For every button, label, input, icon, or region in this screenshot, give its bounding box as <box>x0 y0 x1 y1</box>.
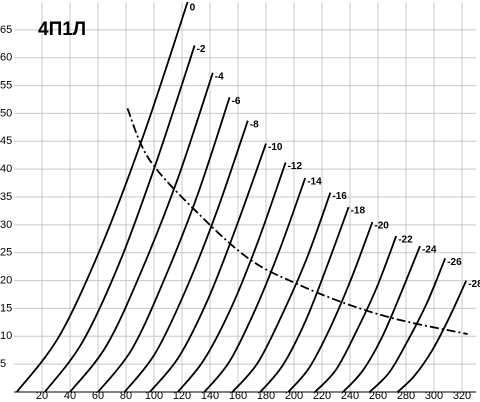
x-tick-label: 260 <box>369 390 387 402</box>
series-label: -12 <box>288 161 303 172</box>
y-tick-label: 35 <box>0 191 12 203</box>
x-tick-label: 320 <box>453 390 471 402</box>
x-tick-label: 60 <box>92 390 104 402</box>
x-tick-label: 20 <box>36 390 48 402</box>
y-tick-label: 15 <box>0 302 12 314</box>
x-tick-label: 300 <box>425 390 443 402</box>
series-label: -20 <box>374 221 389 232</box>
series-label: -24 <box>422 245 437 256</box>
y-tick-label: 10 <box>0 330 12 342</box>
series-label: -2 <box>197 44 206 55</box>
x-tick-label: 280 <box>397 390 415 402</box>
anode-curve <box>342 245 421 393</box>
x-tick-label: 200 <box>285 390 303 402</box>
series-label: -14 <box>307 177 322 188</box>
anode-curve <box>123 120 249 393</box>
y-tick-label: 20 <box>0 274 12 286</box>
y-tick-label: 45 <box>0 135 12 147</box>
x-tick-label: 40 <box>64 390 76 402</box>
anode-curve <box>287 221 374 393</box>
y-tick-label: 40 <box>0 163 12 175</box>
anode-curve <box>97 96 231 393</box>
series-label: -26 <box>447 257 462 268</box>
y-tick-label: 5 <box>0 358 6 370</box>
y-tick-label: 50 <box>0 107 12 119</box>
anode-curve <box>396 280 468 393</box>
x-tick-label: 160 <box>229 390 247 402</box>
anode-curve <box>177 162 287 393</box>
y-tick-label: 30 <box>0 219 12 231</box>
anode-curve <box>259 206 350 393</box>
y-tick-label: 25 <box>0 247 12 259</box>
y-tick-label: 60 <box>0 52 12 64</box>
anode-curve <box>231 192 332 393</box>
y-tick-label: 65 <box>0 24 12 36</box>
series-label: -10 <box>268 142 283 153</box>
series-label: -28 <box>468 279 480 290</box>
dissipation-curve <box>126 108 468 335</box>
curves <box>16 1 468 393</box>
series-label: -22 <box>398 235 413 246</box>
anode-curve <box>314 235 398 393</box>
anode-curve <box>368 257 447 393</box>
x-tick-label: 80 <box>120 390 132 402</box>
anode-curve <box>203 177 307 393</box>
x-tick-label: 100 <box>145 390 163 402</box>
series-label: -8 <box>250 119 259 130</box>
series-label: -4 <box>215 71 224 82</box>
series-label: -16 <box>332 191 347 202</box>
anode-curve <box>16 1 189 393</box>
x-tick-label: 220 <box>313 390 331 402</box>
series-label: -18 <box>351 206 366 217</box>
anode-curve <box>149 143 267 393</box>
grid <box>14 2 476 393</box>
x-tick-label: 140 <box>201 390 219 402</box>
series-label: 0 <box>190 3 196 14</box>
chart-title: 4П1Л <box>38 19 86 40</box>
anode-curve <box>69 72 214 393</box>
x-tick-label: 120 <box>173 390 191 402</box>
x-tick-label: 240 <box>341 390 359 402</box>
series-label: -6 <box>232 96 241 107</box>
x-tick-label: 180 <box>257 390 275 402</box>
y-tick-label: 55 <box>0 79 12 91</box>
anode-curve <box>44 45 196 393</box>
